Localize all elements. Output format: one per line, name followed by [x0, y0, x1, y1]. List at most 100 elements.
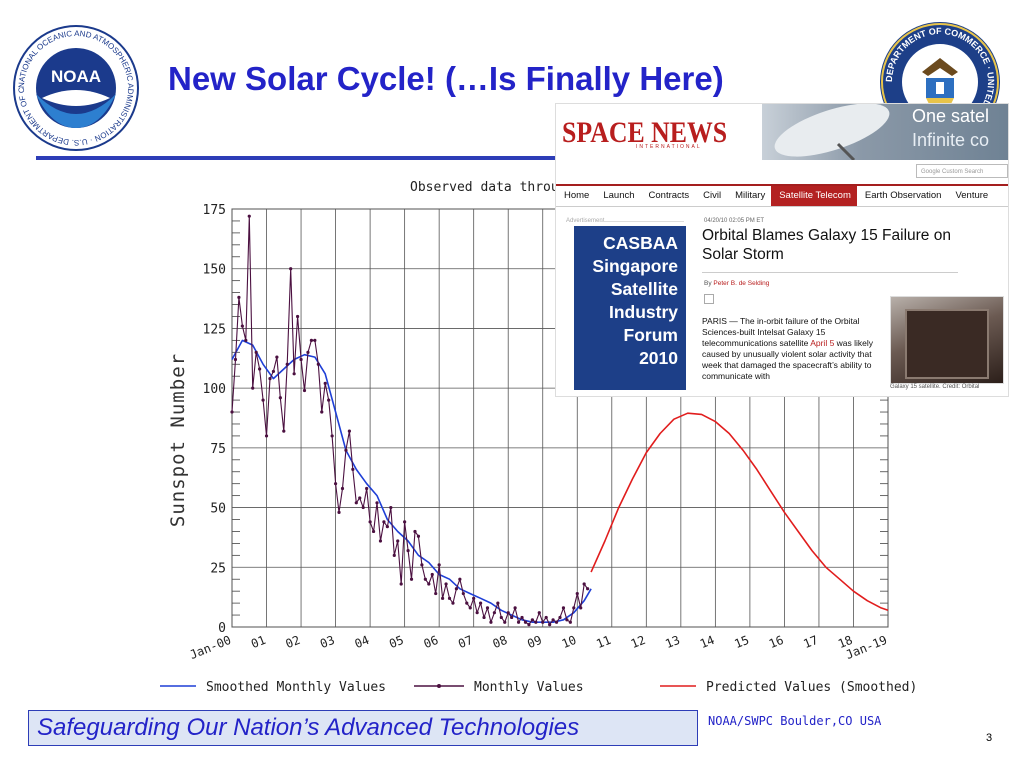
nav-item-contracts[interactable]: Contracts	[648, 190, 690, 201]
data-point	[389, 505, 393, 510]
data-point	[454, 587, 459, 591]
banner-line-1: One satel	[912, 106, 990, 126]
data-point	[275, 355, 279, 359]
ad-divider	[600, 221, 684, 222]
data-point	[385, 525, 389, 529]
data-point	[285, 362, 289, 366]
data-point	[537, 611, 541, 615]
y-tick-label: 75	[210, 442, 226, 457]
data-point	[261, 398, 265, 402]
data-point	[485, 606, 490, 610]
data-point	[264, 434, 269, 438]
data-point	[299, 357, 303, 362]
article-date: 04/20/10 02:05 PM ET	[704, 218, 765, 224]
data-point	[499, 615, 503, 620]
data-point	[396, 539, 400, 543]
data-point	[579, 606, 583, 610]
photo-caption: Galaxy 15 satellite. Credit: Orbital	[890, 384, 980, 390]
data-point	[382, 520, 386, 524]
x-tick-label: 08	[491, 633, 510, 651]
byline-author[interactable]: Peter B. de Selding	[713, 280, 770, 287]
data-point	[510, 615, 514, 620]
headline-divider	[702, 272, 958, 273]
news-nav: Home Launch Contracts Civil Military Sat…	[556, 184, 1008, 207]
data-point	[558, 615, 562, 620]
data-point	[451, 601, 455, 605]
data-point	[409, 577, 414, 581]
data-point	[554, 620, 559, 624]
data-point	[268, 376, 272, 381]
nav-item-venture[interactable]: Venture	[955, 190, 989, 201]
ad-line: Forum	[623, 325, 678, 345]
data-point	[423, 577, 427, 581]
data-point	[461, 591, 465, 596]
data-point	[354, 501, 358, 505]
x-tick-label: 14	[698, 633, 717, 651]
data-point	[444, 582, 448, 586]
data-point	[548, 623, 552, 627]
ad-line: CASBAA	[603, 233, 678, 253]
nav-item-earth-observation[interactable]: Earth Observation	[864, 190, 942, 201]
data-point	[302, 388, 307, 393]
nav-item-civil[interactable]: Civil	[703, 190, 722, 201]
data-point	[472, 596, 476, 600]
banner-ad[interactable]: One satel Infinite co	[762, 104, 1008, 162]
article-headline[interactable]: Orbital Blames Galaxy 15 Failure on Sola…	[702, 227, 951, 263]
x-tick-label: 15	[732, 633, 751, 651]
x-tick-label: Jan-00	[188, 633, 233, 662]
tagline: Safeguarding Our Nation’s Advanced Techn…	[37, 714, 580, 741]
search-input[interactable]: Google Custom Search	[916, 164, 1008, 178]
data-point	[361, 505, 365, 510]
data-point	[330, 434, 334, 438]
nav-item-home[interactable]: Home	[564, 190, 590, 201]
data-point	[344, 448, 348, 452]
data-point	[271, 369, 276, 374]
data-point	[468, 606, 472, 610]
data-point	[492, 611, 496, 615]
data-point	[323, 381, 327, 385]
data-point	[403, 520, 407, 524]
data-point	[544, 615, 548, 620]
data-point	[478, 601, 483, 605]
data-point	[378, 539, 383, 543]
series-line	[231, 215, 589, 626]
data-point	[247, 214, 251, 218]
tagline-box: Safeguarding Our Nation’s Advanced Techn…	[28, 710, 698, 746]
data-point	[333, 482, 338, 486]
legend-marker	[437, 684, 441, 688]
satellite-dish-icon	[774, 104, 890, 162]
data-point	[351, 467, 355, 471]
data-point	[565, 618, 569, 622]
x-tick-label: 10	[560, 633, 579, 651]
x-tick-label: 18	[836, 633, 855, 651]
data-point	[447, 596, 452, 600]
data-point	[430, 572, 434, 577]
data-point	[420, 563, 424, 567]
nav-item-military[interactable]: Military	[735, 190, 766, 201]
data-point	[465, 601, 469, 605]
nav-item-launch[interactable]: Launch	[603, 190, 635, 201]
checkbox-icon[interactable]	[704, 294, 714, 304]
ad-line: Singapore	[592, 256, 678, 276]
x-tick-label: 12	[629, 633, 648, 651]
nav-item-satellite-telecom[interactable]: Satellite Telecom	[771, 186, 857, 206]
legend-label: Smoothed Monthly Values	[206, 680, 386, 695]
data-point	[561, 606, 566, 610]
y-tick-label: 175	[203, 203, 226, 218]
credit-text: NOAA/SWPC Boulder,CO USA	[708, 714, 882, 728]
data-point	[230, 410, 234, 414]
body-link-date[interactable]: April 5	[810, 338, 835, 348]
data-point	[358, 496, 362, 500]
casbaa-ad[interactable]: CASBAA Singapore Satellite Industry Foru…	[574, 226, 686, 390]
x-tick-label: 01	[249, 633, 268, 651]
y-tick-label: 0	[218, 621, 226, 636]
x-tick-label: 07	[456, 633, 475, 651]
data-point	[416, 534, 421, 538]
data-point	[513, 606, 517, 610]
x-tick-label: 09	[525, 633, 544, 651]
data-point	[375, 501, 379, 505]
data-point	[320, 410, 324, 414]
data-point	[244, 338, 248, 342]
data-point	[399, 582, 403, 586]
legend-label: Monthly Values	[474, 680, 584, 695]
